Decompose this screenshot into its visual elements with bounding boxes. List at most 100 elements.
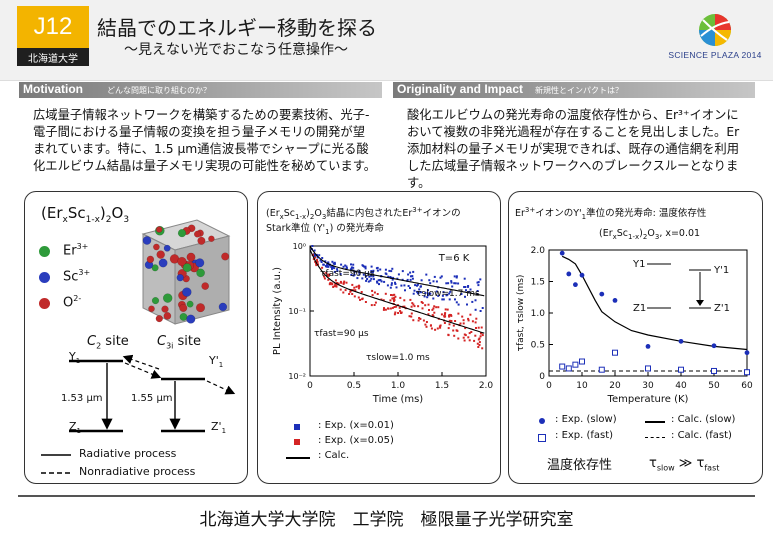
data-point-blue bbox=[345, 267, 348, 269]
data-point-red bbox=[353, 295, 356, 298]
data-point-red bbox=[374, 301, 377, 304]
data-point-blue bbox=[365, 275, 368, 278]
data-point-red bbox=[432, 307, 435, 310]
data-point-red bbox=[393, 299, 396, 302]
slow-data-point bbox=[559, 250, 565, 256]
x-tick-label: 0 bbox=[546, 381, 552, 391]
crystal-structure-image bbox=[141, 219, 231, 325]
data-point-red bbox=[394, 295, 397, 298]
data-point-blue bbox=[390, 282, 393, 285]
legend-exp-slow: Exp. (slow) bbox=[561, 414, 617, 425]
data-point-blue bbox=[407, 285, 410, 287]
data-point-blue bbox=[451, 285, 454, 288]
data-point-red bbox=[474, 321, 477, 324]
data-point-red bbox=[399, 310, 402, 313]
tau-slow-annotation-1: τslow=1.7 ms bbox=[416, 289, 480, 299]
data-point-red bbox=[477, 338, 480, 341]
data-point-red bbox=[355, 285, 358, 288]
x-tick-label: 1.0 bbox=[391, 381, 406, 391]
data-point-red bbox=[440, 313, 443, 316]
tau-relation: τslow ≫ τfast bbox=[649, 456, 720, 473]
data-point-blue bbox=[370, 270, 373, 273]
fast-data-point bbox=[579, 358, 585, 365]
data-point-red bbox=[326, 273, 329, 276]
data-point-red bbox=[475, 317, 478, 320]
data-point-red bbox=[481, 334, 484, 337]
data-point-blue bbox=[376, 280, 378, 283]
y-tick-label: 10⁻² bbox=[288, 372, 306, 381]
data-point-red bbox=[421, 307, 424, 310]
legend-calc: Calc. bbox=[324, 450, 350, 461]
data-point-blue bbox=[416, 283, 419, 286]
temperature-legend: : Exp. (slow) : Exp. (fast) : Calc. (slo… bbox=[533, 414, 758, 452]
data-point-red bbox=[384, 292, 387, 295]
data-point-blue bbox=[331, 260, 334, 263]
data-point-blue bbox=[401, 270, 404, 273]
data-point-blue bbox=[467, 285, 470, 287]
data-point-blue bbox=[376, 269, 379, 272]
atom bbox=[162, 293, 173, 303]
y-tick-label: 10⁰ bbox=[293, 242, 306, 251]
data-point-blue bbox=[454, 298, 456, 301]
data-point-red bbox=[329, 281, 332, 284]
wavelength-2: 1.55 µm bbox=[131, 393, 173, 404]
data-point-red bbox=[425, 321, 428, 323]
data-point-red bbox=[478, 344, 481, 346]
data-point-blue bbox=[342, 265, 345, 268]
data-point-blue bbox=[349, 268, 352, 271]
data-point-blue bbox=[477, 284, 480, 287]
decay-title-2: Stark準位 (Y'1) の発光寿命 bbox=[266, 223, 384, 236]
data-point-red bbox=[394, 311, 397, 314]
data-point-red bbox=[413, 305, 416, 308]
data-point-red bbox=[469, 313, 472, 316]
data-point-red bbox=[339, 280, 342, 283]
data-point-blue bbox=[481, 307, 484, 309]
data-point-red bbox=[391, 306, 394, 309]
data-point-red bbox=[390, 294, 392, 296]
data-point-blue bbox=[397, 273, 400, 276]
data-point-blue bbox=[464, 295, 466, 298]
data-point-red bbox=[439, 326, 442, 329]
x-tick-label: 1.5 bbox=[435, 381, 449, 391]
atom bbox=[148, 305, 155, 313]
data-point-red bbox=[393, 313, 396, 316]
data-point-red bbox=[382, 308, 385, 311]
data-point-red bbox=[464, 327, 467, 330]
legend-line-calc bbox=[286, 457, 310, 459]
data-point-red bbox=[471, 320, 474, 323]
data-point-red bbox=[332, 286, 335, 288]
inset-y1p-label: Y'1 bbox=[713, 265, 729, 276]
data-point-blue bbox=[321, 257, 324, 259]
data-point-red bbox=[334, 283, 337, 286]
data-point-red bbox=[427, 313, 430, 316]
data-point-blue bbox=[363, 265, 366, 268]
data-point-red bbox=[342, 281, 345, 284]
data-point-red bbox=[443, 314, 446, 317]
data-point-blue bbox=[330, 265, 333, 268]
data-point-blue bbox=[407, 273, 410, 276]
data-point-red bbox=[479, 335, 482, 338]
data-point-red bbox=[425, 325, 428, 328]
data-point-blue bbox=[418, 288, 421, 291]
data-point-blue bbox=[403, 284, 406, 287]
data-point-blue bbox=[442, 291, 445, 294]
data-point-red bbox=[354, 289, 357, 292]
data-point-blue bbox=[327, 261, 330, 264]
data-point-red bbox=[357, 287, 360, 290]
data-point-blue bbox=[425, 273, 428, 276]
data-point-red bbox=[470, 331, 473, 333]
ion-legend: Er3+ Sc3+ O2- bbox=[39, 242, 119, 316]
atom bbox=[177, 228, 187, 238]
data-point-red bbox=[477, 326, 480, 329]
data-point-blue bbox=[387, 275, 390, 278]
logo-globe-icon bbox=[699, 14, 731, 46]
data-point-red bbox=[421, 302, 424, 304]
data-point-red bbox=[316, 259, 318, 261]
data-point-red bbox=[424, 304, 427, 307]
legend-square-blue bbox=[294, 424, 300, 430]
sc-ion-icon bbox=[39, 272, 50, 283]
atom bbox=[218, 302, 228, 312]
atom bbox=[208, 235, 215, 243]
data-point-blue bbox=[311, 245, 314, 247]
data-point-blue bbox=[409, 278, 412, 281]
